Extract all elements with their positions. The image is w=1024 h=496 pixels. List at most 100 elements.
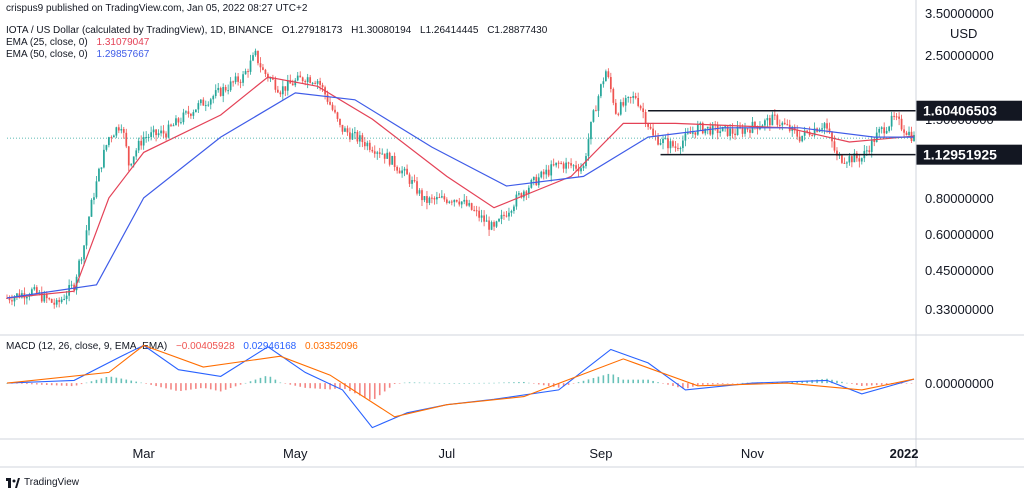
ema25-value: 1.31079047 bbox=[96, 37, 150, 48]
candle-body bbox=[35, 287, 38, 294]
macd-histogram-bar bbox=[85, 382, 88, 384]
macd-histogram-bar bbox=[801, 380, 803, 384]
macd-histogram-bar bbox=[746, 382, 749, 384]
candle-body bbox=[334, 109, 336, 113]
macd-histogram-bar bbox=[224, 383, 227, 390]
candle-body bbox=[634, 96, 637, 98]
ema50-line bbox=[6, 92, 914, 299]
macd-histogram-bar bbox=[90, 381, 93, 384]
macd-histogram-bar bbox=[597, 376, 600, 384]
candle-body bbox=[649, 126, 652, 129]
candle-body bbox=[398, 170, 401, 174]
candle-body bbox=[885, 130, 888, 134]
macd-histogram-bar bbox=[493, 382, 495, 384]
macd-histogram-bar bbox=[180, 383, 182, 391]
candle-body bbox=[900, 118, 903, 130]
low-label: L bbox=[420, 25, 426, 36]
candle-body bbox=[828, 128, 831, 133]
candle-body bbox=[366, 142, 369, 147]
macd-histogram-bar bbox=[458, 383, 461, 384]
candle-body bbox=[393, 155, 396, 167]
candle-body bbox=[88, 216, 90, 231]
candle-body bbox=[264, 69, 267, 75]
candle-body bbox=[445, 199, 448, 203]
macd-histogram-bar bbox=[26, 383, 28, 385]
candle-body bbox=[754, 121, 756, 126]
macd-histogram-bar bbox=[791, 381, 794, 384]
candle-body bbox=[368, 142, 371, 150]
candle-body bbox=[724, 126, 727, 128]
candle-body bbox=[811, 135, 813, 137]
tradingview-brand-label: TradingView bbox=[24, 477, 80, 488]
candle-body bbox=[841, 155, 843, 163]
macd-histogram-bar bbox=[418, 382, 421, 384]
level-layer: 1.60406503 1.12951925 bbox=[7, 100, 1022, 165]
candle-body bbox=[602, 81, 605, 85]
candle-body bbox=[498, 218, 500, 222]
ema50-label: EMA (50, close, 0) bbox=[6, 49, 88, 60]
candle-body bbox=[662, 138, 664, 144]
macd-histogram-bar bbox=[533, 383, 535, 384]
candle-body bbox=[532, 176, 535, 180]
candle-body bbox=[252, 55, 254, 61]
macd-histogram-bar bbox=[657, 382, 659, 384]
macd-histogram-bar bbox=[537, 383, 540, 385]
macd-histogram-bar bbox=[269, 376, 272, 384]
macd-histogram-bar bbox=[677, 383, 679, 388]
candle-body bbox=[572, 165, 575, 167]
macd-histogram-bar bbox=[70, 383, 73, 387]
candle-body bbox=[229, 81, 232, 91]
candle-body bbox=[341, 124, 344, 132]
candle-body bbox=[644, 112, 647, 124]
candle-body bbox=[627, 97, 630, 99]
ema50-legend: EMA (50, close, 0) 1.29857667 bbox=[6, 49, 149, 60]
macd-histogram-bar bbox=[299, 383, 302, 387]
candle-body bbox=[493, 222, 495, 227]
candle-body bbox=[672, 141, 674, 147]
candle-body bbox=[386, 152, 389, 159]
candle-body bbox=[761, 125, 764, 127]
x-tick-label: Jul bbox=[439, 446, 456, 461]
candle-body bbox=[786, 124, 789, 126]
macd-histogram-bar bbox=[160, 383, 162, 388]
candle-body bbox=[470, 203, 473, 210]
candle-body bbox=[647, 123, 649, 127]
macd-histogram-bar bbox=[165, 383, 167, 389]
macd-histogram-bar bbox=[170, 383, 172, 390]
candle-body bbox=[314, 82, 317, 84]
ema50-value: 1.29857667 bbox=[96, 49, 150, 60]
candle-body bbox=[48, 298, 51, 300]
candle-body bbox=[63, 298, 66, 300]
candle-body bbox=[637, 97, 640, 106]
candle-body bbox=[356, 131, 359, 142]
candle-body bbox=[155, 129, 157, 136]
candle-body bbox=[895, 116, 898, 118]
y-tick-label: 0.80000000 bbox=[925, 191, 994, 206]
candle-body bbox=[843, 162, 846, 164]
candle-body bbox=[160, 130, 162, 134]
candle-body bbox=[535, 176, 538, 186]
candle-body bbox=[43, 293, 46, 302]
macd-histogram-bar bbox=[701, 383, 704, 385]
candle-body bbox=[403, 168, 406, 171]
candle-body bbox=[299, 75, 302, 78]
candle-body bbox=[851, 156, 853, 163]
candle-body bbox=[629, 97, 632, 99]
candle-body bbox=[182, 112, 185, 123]
macd-histogram-bar bbox=[274, 379, 277, 384]
candle-body bbox=[361, 135, 364, 143]
macd-histogram-bar bbox=[796, 381, 799, 384]
macd-histogram-bar bbox=[627, 379, 630, 384]
candle-body bbox=[150, 132, 152, 137]
low-value: 1.26414445 bbox=[425, 25, 479, 36]
candle-body bbox=[428, 197, 431, 203]
macd-histogram-bar bbox=[622, 379, 625, 384]
candle-body bbox=[495, 221, 498, 227]
macd-histogram-bar bbox=[716, 383, 719, 385]
candle-body bbox=[624, 98, 627, 106]
macd-histogram-bar bbox=[880, 383, 883, 385]
candle-body bbox=[483, 215, 485, 222]
macd-histogram-bar bbox=[637, 379, 639, 384]
candle-body bbox=[542, 171, 545, 175]
